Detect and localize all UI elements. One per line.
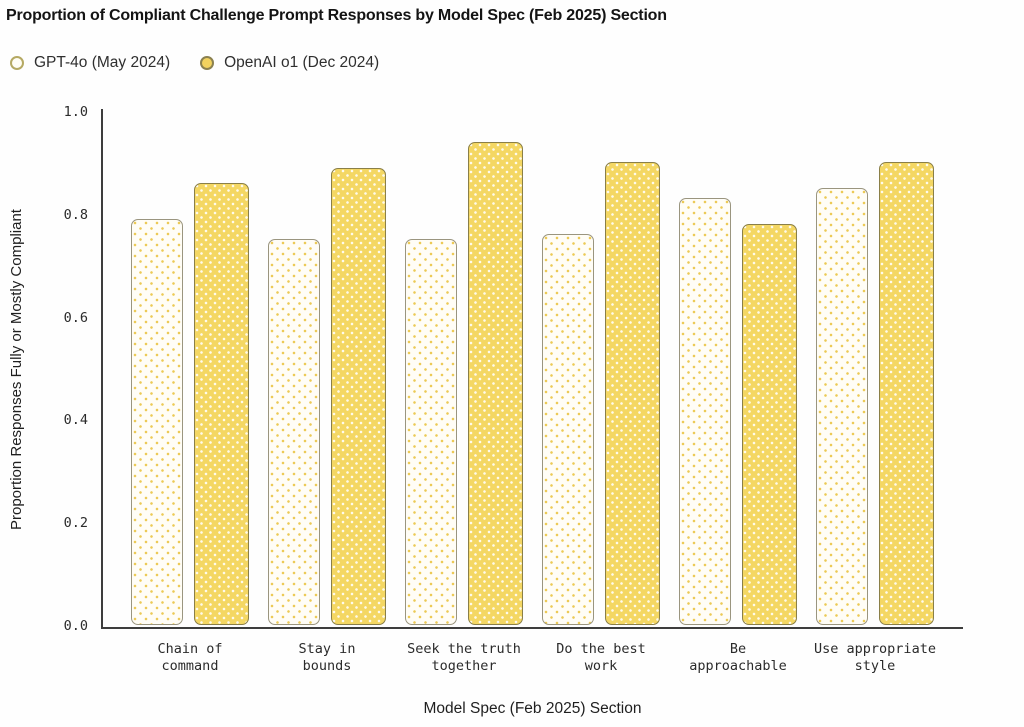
o1-swatch-icon xyxy=(200,56,215,70)
y-axis-line xyxy=(101,109,103,628)
legend-label-gpt4o: GPT-4o (May 2024) xyxy=(34,54,171,71)
bar-o1-1 xyxy=(331,168,386,625)
legend-item-gpt4o: GPT-4o (May 2024) xyxy=(10,54,170,72)
y-tick-label: 0.8 xyxy=(63,206,88,223)
legend-label-o1: OpenAI o1 (Dec 2024) xyxy=(224,54,380,71)
bar-gpt4o-1 xyxy=(268,239,320,625)
plot-area: 0.0 0.2 0.4 0.6 0.8 1.0 Chain of command Stay i… xyxy=(64,104,963,674)
bar-gpt4o-2 xyxy=(405,239,457,625)
y-tick-label: 1.0 xyxy=(63,104,88,120)
y-tick-label: 0.2 xyxy=(63,515,88,532)
x-tick-label: Stay in bounds xyxy=(298,641,356,674)
x-tick-label: Do the best work xyxy=(556,641,646,674)
y-axis-title: Proportion Responses Fully or Mostly Com… xyxy=(8,209,25,530)
y-tick-label: 0.4 xyxy=(63,412,88,429)
y-tick-label: 0.0 xyxy=(63,618,88,634)
legend: GPT-4o (May 2024) OpenAI o1 (Dec 2024) xyxy=(10,54,379,72)
bar-o1-3 xyxy=(605,162,660,625)
legend-item-o1: OpenAI o1 (Dec 2024) xyxy=(200,54,379,72)
bar-gpt4o-0 xyxy=(131,219,183,625)
bar-o1-5 xyxy=(879,162,934,625)
bar-gpt4o-3 xyxy=(542,234,594,625)
bar-o1-0 xyxy=(194,183,249,625)
chart-title: Proportion of Compliant Challenge Prompt… xyxy=(6,7,667,24)
x-tick-label: Use appropriate style xyxy=(814,641,936,674)
gpt4o-swatch-icon xyxy=(10,56,24,70)
x-axis-title: Model Spec (Feb 2025) Section xyxy=(423,700,642,717)
bar-o1-4 xyxy=(742,224,797,625)
y-tick-label: 0.6 xyxy=(63,309,88,326)
bar-o1-2 xyxy=(468,142,523,625)
bar-gpt4o-5 xyxy=(816,188,868,625)
x-tick-label: Be approachable xyxy=(689,641,787,674)
x-axis-line xyxy=(101,627,963,629)
x-tick-label: Seek the truth together xyxy=(407,641,521,674)
x-tick-label: Chain of command xyxy=(157,641,223,674)
bar-gpt4o-4 xyxy=(679,198,731,625)
